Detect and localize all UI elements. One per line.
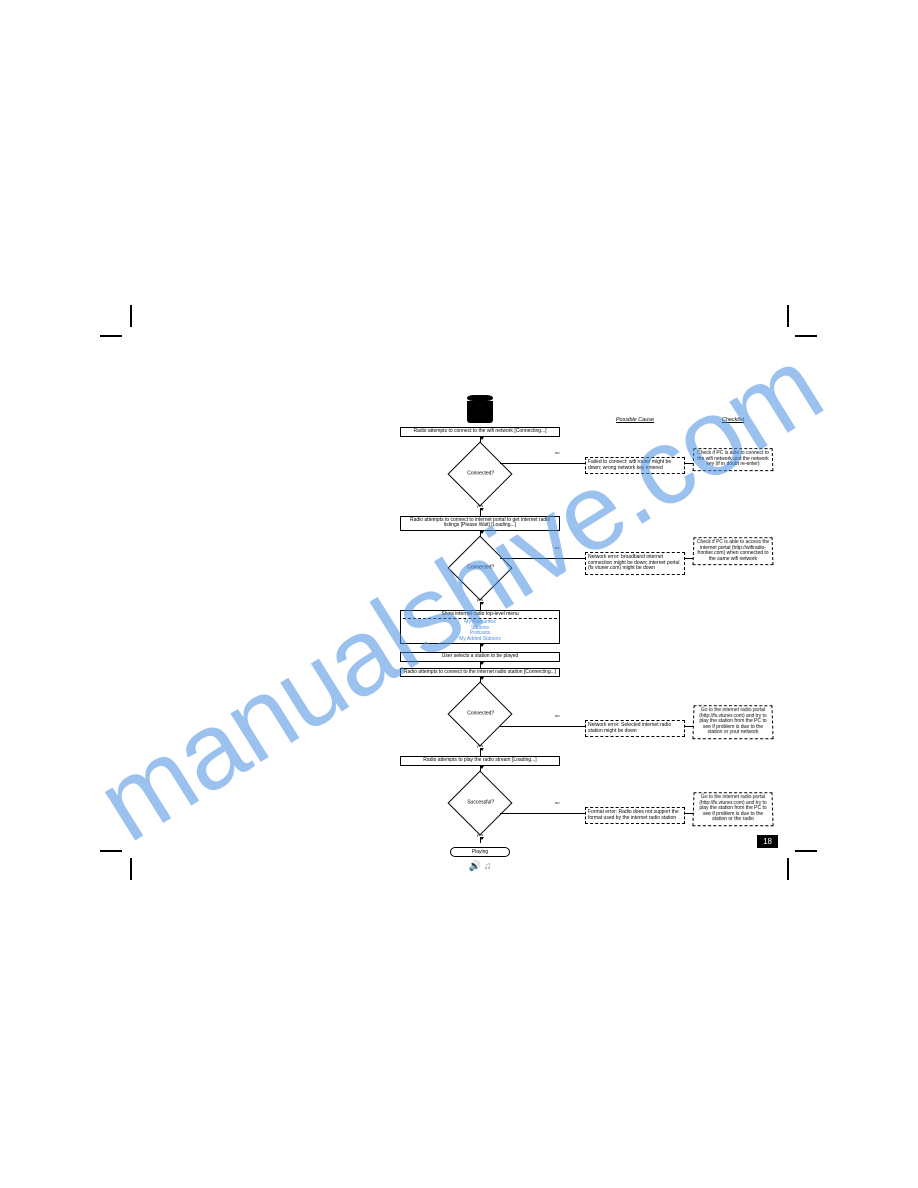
node-connect-station: Radio attempts to connect to the interne… [400, 668, 560, 678]
check-portal: Check if PC is able to access the intern… [693, 537, 774, 565]
node-select-station: User selects a station to be played [400, 652, 560, 662]
node-menu: Show internet radio top-level menu My Fa… [400, 610, 560, 645]
node-playing: Playing [450, 847, 510, 857]
connector [685, 726, 693, 727]
decision-play: Successful? [447, 770, 512, 835]
connector [500, 558, 585, 559]
connector [500, 463, 585, 464]
cause-format: Format error: Radio does not support the… [585, 807, 685, 824]
check-wifi: Check if PC is able to connect to the wi… [693, 448, 774, 470]
cause-portal: Network error: broadband internet connec… [585, 552, 685, 575]
heading-checklist: Checklist [693, 417, 773, 423]
node-connect-portal: Radio attempts to connect to internet po… [400, 516, 560, 531]
connector [500, 726, 585, 727]
check-format: Go to the internet radio portal (http://… [692, 792, 773, 825]
decision-portal: Connected? [447, 535, 512, 600]
cause-station: Network error: Selected internet radio s… [585, 720, 685, 737]
connector [685, 813, 693, 814]
node-play-stream: Radio attempts to play the radio stream … [400, 756, 560, 766]
page-number: 18 [757, 835, 778, 848]
decision-wifi: Connected? [447, 441, 512, 506]
connector [500, 813, 585, 814]
check-station: Go to the internet radio portal (http://… [692, 705, 773, 738]
cause-wifi: Failed to connect: wifi router might be … [585, 457, 685, 474]
heading-cause: Possible Cause [585, 417, 685, 423]
connector [685, 463, 693, 464]
flow-left: Radio attempts to connect to the wifi ne… [395, 395, 565, 872]
decision-station: Connected? [447, 681, 512, 746]
connector [685, 558, 693, 559]
speaker-icon: 🔊 ♫ [395, 861, 565, 872]
node-connect-wifi: Radio attempts to connect to the wifi ne… [400, 427, 560, 437]
radio-icon [467, 395, 493, 423]
